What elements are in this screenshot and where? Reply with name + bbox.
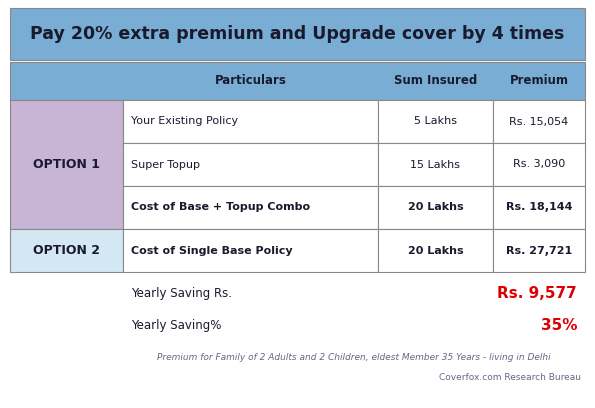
FancyBboxPatch shape bbox=[493, 100, 585, 143]
Text: Rs. 15,054: Rs. 15,054 bbox=[509, 117, 569, 126]
Text: 15 Lakhs: 15 Lakhs bbox=[411, 160, 461, 169]
Text: Coverfox.com Research Bureau: Coverfox.com Research Bureau bbox=[439, 373, 581, 383]
Text: Premium for Family of 2 Adults and 2 Children, eldest Member 35 Years - living i: Premium for Family of 2 Adults and 2 Chi… bbox=[157, 353, 551, 362]
FancyBboxPatch shape bbox=[10, 8, 585, 60]
Text: Your Existing Policy: Your Existing Policy bbox=[131, 117, 238, 126]
Text: Rs. 18,144: Rs. 18,144 bbox=[506, 202, 572, 213]
FancyBboxPatch shape bbox=[10, 62, 585, 100]
FancyBboxPatch shape bbox=[493, 186, 585, 229]
Text: OPTION 2: OPTION 2 bbox=[33, 244, 100, 257]
Text: Yearly Saving Rs.: Yearly Saving Rs. bbox=[131, 288, 232, 301]
Text: Sum Insured: Sum Insured bbox=[394, 75, 477, 87]
Text: Cost of Base + Topup Combo: Cost of Base + Topup Combo bbox=[131, 202, 310, 213]
Text: 20 Lakhs: 20 Lakhs bbox=[408, 246, 464, 255]
Text: Yearly Saving%: Yearly Saving% bbox=[131, 319, 221, 333]
FancyBboxPatch shape bbox=[10, 100, 123, 229]
FancyBboxPatch shape bbox=[123, 229, 378, 272]
FancyBboxPatch shape bbox=[378, 143, 493, 186]
FancyBboxPatch shape bbox=[123, 143, 378, 186]
FancyBboxPatch shape bbox=[378, 100, 493, 143]
Text: Premium: Premium bbox=[509, 75, 568, 87]
FancyBboxPatch shape bbox=[378, 186, 493, 229]
Text: 20 Lakhs: 20 Lakhs bbox=[408, 202, 464, 213]
Text: OPTION 1: OPTION 1 bbox=[33, 158, 100, 171]
FancyBboxPatch shape bbox=[123, 186, 378, 229]
Text: Cost of Single Base Policy: Cost of Single Base Policy bbox=[131, 246, 293, 255]
Text: Rs. 9,577: Rs. 9,577 bbox=[497, 286, 577, 302]
Text: Pay 20% extra premium and Upgrade cover by 4 times: Pay 20% extra premium and Upgrade cover … bbox=[30, 25, 565, 43]
Text: 35%: 35% bbox=[540, 319, 577, 333]
Text: Rs. 27,721: Rs. 27,721 bbox=[506, 246, 572, 255]
FancyBboxPatch shape bbox=[123, 100, 378, 143]
FancyBboxPatch shape bbox=[493, 143, 585, 186]
Text: Super Topup: Super Topup bbox=[131, 160, 200, 169]
FancyBboxPatch shape bbox=[10, 229, 123, 272]
Text: Rs. 3,090: Rs. 3,090 bbox=[513, 160, 565, 169]
FancyBboxPatch shape bbox=[378, 229, 493, 272]
Text: 5 Lakhs: 5 Lakhs bbox=[414, 117, 457, 126]
FancyBboxPatch shape bbox=[493, 229, 585, 272]
Text: Particulars: Particulars bbox=[215, 75, 286, 87]
